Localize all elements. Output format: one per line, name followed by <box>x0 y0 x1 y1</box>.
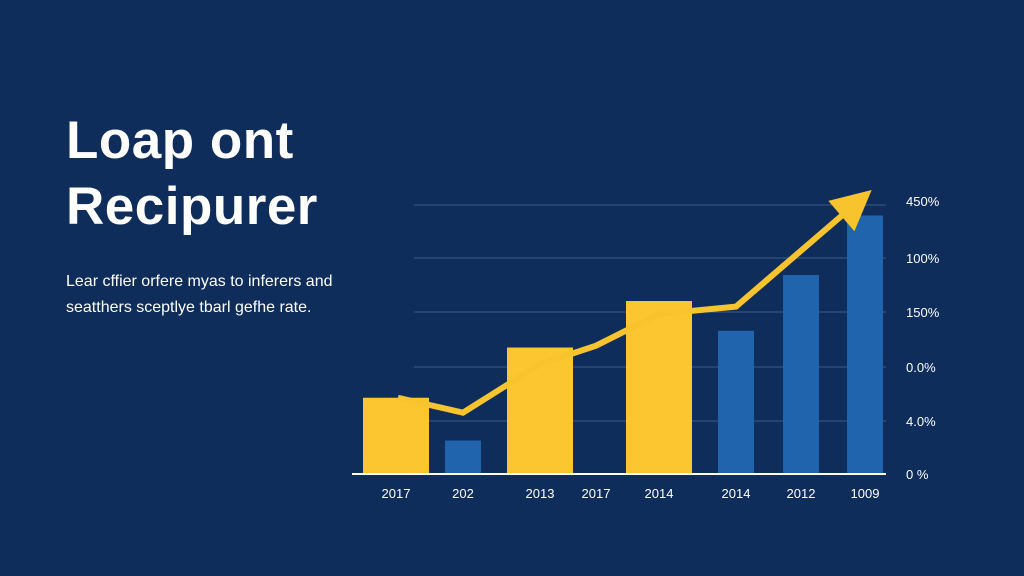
slide-subtitle: Lear cffier orfere myas to inferers and … <box>66 269 366 321</box>
subtitle-line-1: Lear cffier orfere myas to inferers and <box>66 273 333 290</box>
y-tick-label: 0.0% <box>906 360 936 375</box>
x-tick-label: 202 <box>452 486 474 501</box>
x-tick-label: 2013 <box>526 486 555 501</box>
x-tick-label: 2017 <box>582 486 611 501</box>
bar-2013-3 <box>507 347 573 474</box>
bar-2014-6 <box>718 330 754 474</box>
x-tick-label: 2017 <box>382 486 411 501</box>
trend-arrow-head <box>828 189 872 232</box>
y-tick-label: 0 % <box>906 467 929 482</box>
bar-2014-5 <box>626 301 692 474</box>
trend-line <box>397 207 851 416</box>
y-tick-label: 150% <box>906 305 940 320</box>
y-tick-label: 450% <box>906 194 940 209</box>
x-tick-label: 2012 <box>787 486 816 501</box>
bar-1009-8 <box>847 215 883 474</box>
title-line-1: Loap ont <box>66 111 294 170</box>
bar-202-2 <box>445 440 481 474</box>
y-tick-label: 4.0% <box>906 414 936 429</box>
bar-2012-7 <box>783 274 819 474</box>
title-line-2: Recipurer <box>66 177 318 236</box>
x-tick-label: 2014 <box>722 486 751 501</box>
y-tick-label: 100% <box>906 251 940 266</box>
bar-2017-1 <box>363 397 429 474</box>
x-tick-label: 2014 <box>645 486 674 501</box>
slide-title: Loap ont Recipurer <box>66 108 318 240</box>
x-tick-label: 1009 <box>851 486 880 501</box>
subtitle-line-2: seatthers sceptlye tbarl gefhe rate. <box>66 299 312 316</box>
